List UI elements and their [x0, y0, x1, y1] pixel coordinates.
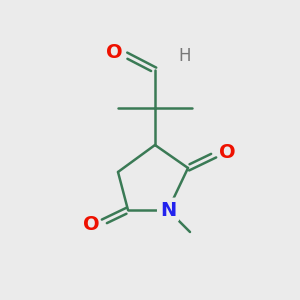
Text: O: O — [83, 215, 99, 235]
Text: O: O — [219, 142, 235, 161]
Text: H: H — [179, 47, 191, 65]
Text: N: N — [160, 200, 176, 220]
Text: O: O — [106, 44, 122, 62]
